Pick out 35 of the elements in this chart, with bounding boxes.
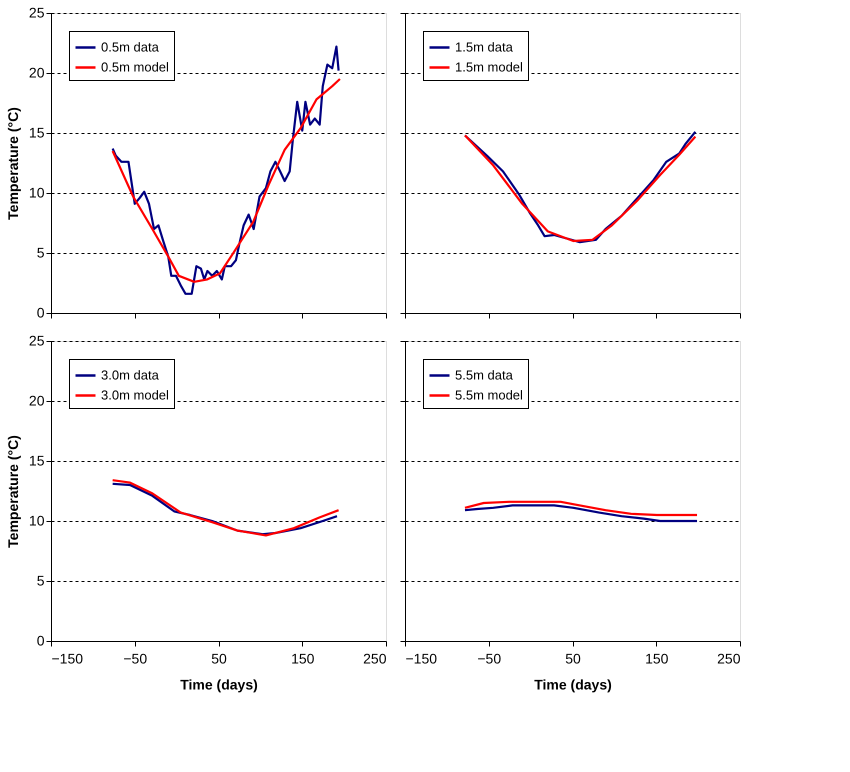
y-tick-label: 0 — [36, 632, 45, 648]
x-tick-label: 50 — [565, 650, 581, 666]
x-axis-title: Time (days) — [180, 676, 258, 692]
y-tick-label: 10 — [28, 184, 45, 200]
y-tick-label: 10 — [28, 512, 45, 528]
y-tick-label: 5 — [36, 572, 45, 588]
x-tick-label: −50 — [123, 650, 148, 666]
x-tick-label: −150 — [52, 650, 84, 666]
x-tick-label: 150 — [645, 650, 669, 666]
legend-label: 5.5m data — [455, 368, 514, 382]
y-tick-label: 20 — [28, 392, 45, 408]
y-tick-label: 5 — [36, 244, 45, 260]
legend-label: 3.0m model — [101, 388, 170, 402]
legend-label: 1.5m data — [455, 40, 514, 54]
y-tick-label: 15 — [28, 124, 45, 140]
legend-label: 3.0m data — [101, 368, 160, 382]
y-tick-label: 25 — [28, 332, 45, 348]
y-tick-label: 25 — [28, 4, 45, 20]
legend-label: 0.5m model — [101, 60, 170, 74]
x-tick-label: 50 — [211, 650, 227, 666]
x-tick-label: 250 — [717, 650, 741, 666]
x-axis-title: Time (days) — [534, 676, 612, 692]
y-tick-label: 15 — [28, 452, 45, 468]
legend-label: 0.5m data — [101, 40, 160, 54]
y-tick-label: 20 — [28, 64, 45, 80]
legend-label: 5.5m model — [455, 388, 524, 402]
y-axis-title: Temperature (°C) — [4, 107, 21, 220]
y-tick-label: 0 — [36, 304, 45, 320]
x-tick-label: 250 — [363, 650, 387, 666]
x-tick-label: 150 — [291, 650, 315, 666]
x-tick-label: −50 — [477, 650, 502, 666]
x-tick-label: −150 — [406, 650, 438, 666]
line-series — [112, 78, 342, 283]
legend-label: 1.5m model — [455, 60, 524, 74]
y-axis-title: Temperature (°C) — [4, 435, 21, 548]
